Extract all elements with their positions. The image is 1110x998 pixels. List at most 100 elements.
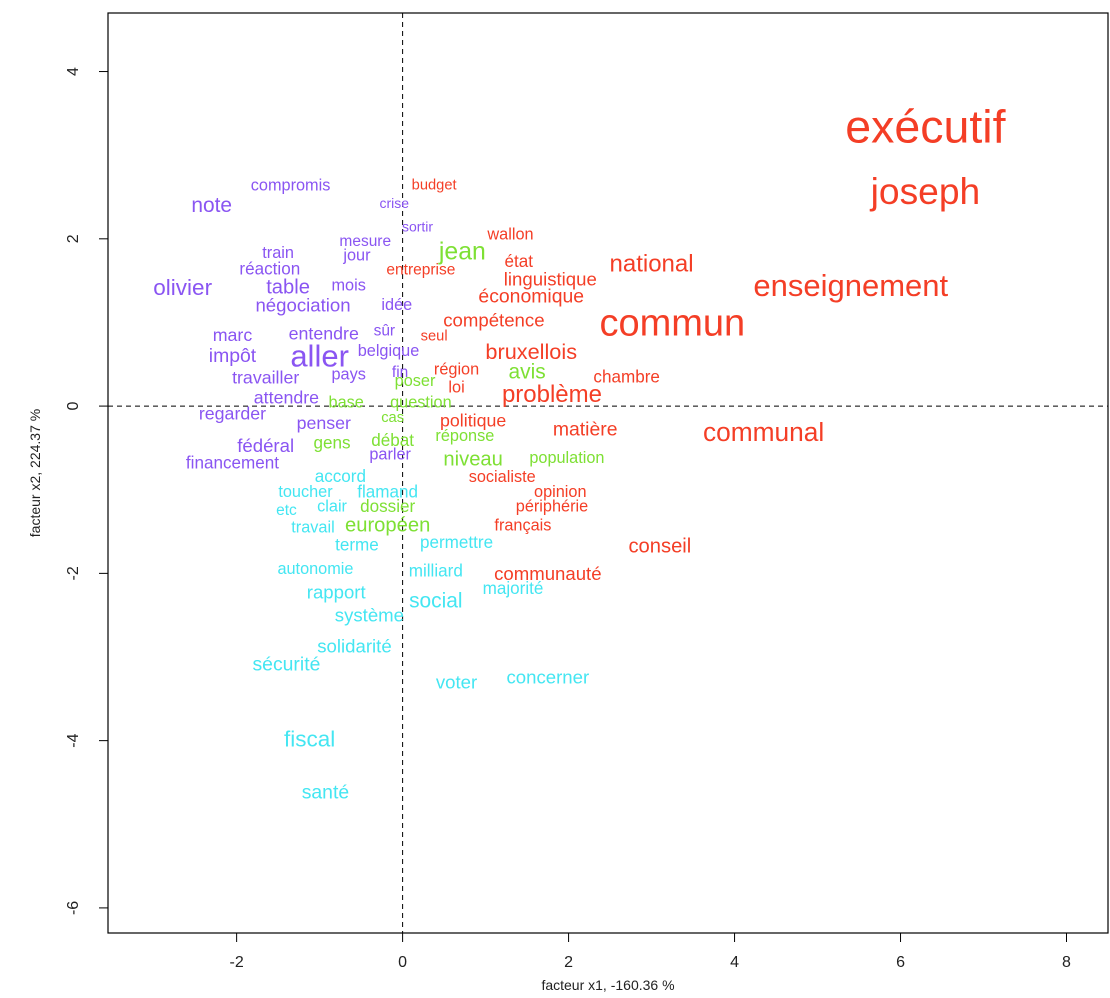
word-label: wallon — [486, 226, 533, 244]
y-tick-label: -2 — [65, 566, 82, 580]
word-label: terme — [335, 535, 379, 554]
word-label: sortir — [402, 218, 433, 234]
word-label: sécurité — [252, 654, 320, 676]
word-label: bruxellois — [485, 339, 577, 364]
word-label: entreprise — [386, 261, 455, 278]
word-label: majorité — [483, 579, 544, 598]
word-label: toucher — [278, 483, 333, 501]
word-label: communauté — [494, 563, 602, 584]
y-tick-label: -6 — [65, 901, 82, 915]
word-label: linguistique — [504, 268, 597, 289]
word-label: compétence — [443, 309, 544, 330]
plot-area-frame — [107, 12, 1109, 934]
word-label: fiscal — [284, 726, 335, 751]
word-label: cas — [381, 410, 404, 426]
x-tick-label: 4 — [730, 954, 739, 971]
word-label: voter — [436, 672, 477, 693]
y-axis-title: facteur x2, 224.37 % — [27, 409, 43, 537]
word-label: avis — [509, 360, 546, 383]
word-label: état — [505, 252, 534, 271]
word-label: question — [390, 394, 452, 412]
word-label: clair — [317, 497, 347, 515]
y-tick-label: 2 — [65, 234, 82, 243]
word-label: social — [409, 589, 462, 612]
word-label: rapport — [307, 581, 367, 602]
word-label: problème — [502, 381, 602, 408]
x-tick-label: -2 — [230, 954, 244, 971]
x-tick-label: 2 — [564, 954, 573, 971]
word-label: politique — [440, 410, 506, 430]
word-label: seul — [421, 329, 448, 345]
word-label: économique — [478, 286, 584, 308]
x-tick-label: 0 — [398, 954, 407, 971]
word-label: travailler — [232, 368, 299, 388]
word-label: pays — [331, 365, 365, 383]
word-label: communal — [703, 417, 824, 447]
word-label: belgique — [358, 342, 420, 360]
word-label: réponse — [435, 427, 494, 445]
word-label: jour — [342, 247, 371, 265]
word-points: compromis note crise sortir mesure train jour r… — [153, 101, 1005, 804]
word-label: loi — [448, 379, 464, 397]
word-label: sûr — [374, 322, 396, 339]
word-label: européen — [345, 515, 430, 537]
word-label: commun — [599, 302, 745, 344]
word-label: olivier — [153, 275, 212, 300]
word-label: crise — [380, 195, 410, 211]
word-label: autonomie — [277, 560, 353, 578]
word-label: poser — [395, 372, 436, 390]
word-label: marc — [213, 325, 253, 345]
word-label: table — [266, 276, 310, 298]
word-label: jean — [438, 239, 486, 266]
y-tick-label: 0 — [65, 402, 82, 411]
y-tick-label: 4 — [65, 67, 82, 76]
word-label: santé — [302, 781, 349, 803]
word-label: enseignement — [753, 268, 948, 303]
word-label: idée — [381, 296, 412, 314]
word-label: système — [335, 605, 404, 626]
word-label: dossier — [360, 497, 415, 516]
word-label: entendre — [289, 323, 359, 343]
x-axis: -2 0 2 4 6 8 — [230, 933, 1071, 971]
word-label: fin — [392, 364, 408, 381]
word-label: attendre — [254, 388, 319, 408]
word-label: compromis — [251, 176, 331, 194]
word-label: réaction — [239, 259, 300, 278]
word-label: population — [529, 449, 604, 467]
word-label: permettre — [420, 533, 493, 552]
x-tick-label: 8 — [1062, 954, 1071, 971]
y-axis: 4 2 0 -2 -4 -6 — [65, 67, 108, 915]
word-label: budget — [412, 177, 457, 193]
word-label: matière — [553, 419, 618, 441]
word-label: impôt — [209, 345, 257, 367]
y-tick-label: -4 — [65, 733, 82, 747]
word-label: fédéral — [237, 435, 294, 456]
word-label: exécutif — [845, 101, 1005, 153]
word-label: solidarité — [317, 636, 391, 657]
reference-lines — [108, 13, 1108, 933]
word-label: socialiste — [469, 468, 536, 486]
word-label: note — [191, 194, 232, 217]
word-label: regarder — [199, 404, 266, 424]
word-label: gens — [314, 433, 351, 452]
word-label: aller — [290, 338, 349, 373]
word-label: accord — [315, 467, 366, 486]
word-label: niveau — [443, 449, 503, 471]
word-label: travail — [291, 518, 334, 536]
word-label: flamand — [357, 483, 418, 502]
word-label: région — [434, 360, 479, 378]
word-label: milliard — [409, 561, 463, 580]
word-label: concerner — [506, 667, 589, 688]
word-label: joseph — [870, 170, 981, 212]
word-label: base — [329, 394, 364, 412]
word-label: etc — [276, 502, 297, 519]
word-label: chambre — [593, 367, 660, 386]
x-axis-title: facteur x1, -160.36 % — [541, 977, 674, 993]
word-label: débat — [371, 431, 414, 450]
word-label: conseil — [628, 536, 691, 558]
word-label: parler — [369, 446, 411, 464]
word-label: périphérie — [516, 497, 588, 515]
word-label: français — [494, 517, 551, 535]
word-label: négociation — [255, 294, 350, 315]
